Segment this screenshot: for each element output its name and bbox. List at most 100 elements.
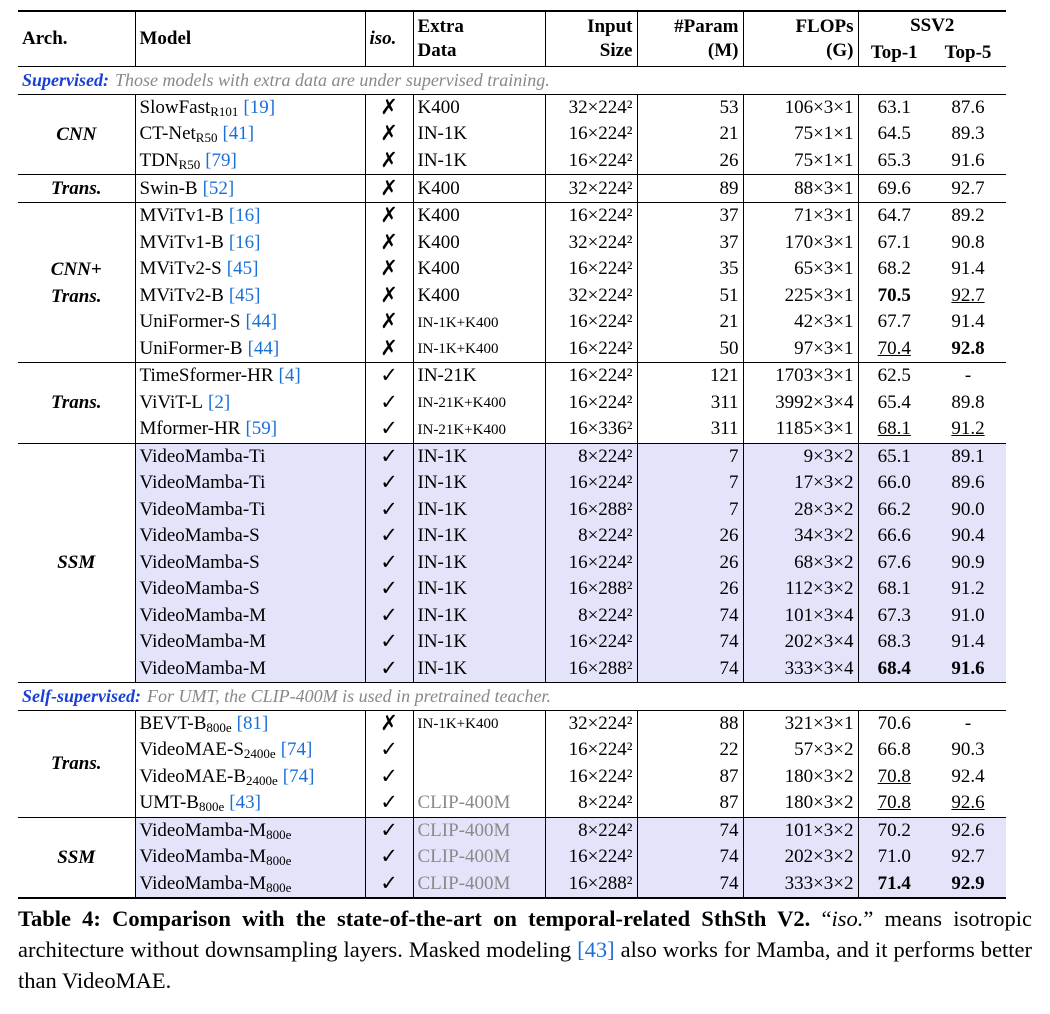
section-header: Self-supervised: For UMT, the CLIP-400M i… (18, 683, 1006, 711)
top5-cell: 89.8 (930, 390, 1006, 417)
top1-cell: 67.6 (857, 549, 930, 576)
params-header-line: (M) (707, 40, 739, 61)
input-cell: 16×224² (544, 629, 637, 656)
table-row: Mformer-HR [59] ✓ IN-21K+K400 16×336² 311 1185… (18, 416, 1006, 443)
group: SSM VideoMamba-Ti ✓ IN-1K 8×224² 7 9×3×2 65.1 89… (18, 443, 1007, 683)
top1-value: 68.4 (877, 657, 911, 679)
model-cell: VideoMAE-B2400e [74] (134, 763, 365, 790)
model-name: Swin-B (139, 177, 198, 199)
top1-value: 70.2 (877, 819, 911, 841)
params-cell: 74 (636, 655, 743, 683)
iso-cell: ✗ (364, 94, 413, 121)
top5-cell: 90.9 (930, 549, 1007, 576)
top5-value: 92.7 (951, 177, 985, 199)
iso-value: ✓ (380, 655, 398, 680)
input-header-line: Size (599, 40, 633, 61)
params-cell: 311 (636, 416, 743, 443)
top5-cell: 91.2 (930, 416, 1006, 443)
iso-value: ✗ (380, 147, 398, 172)
extra-value: CLIP-400M (417, 819, 511, 841)
table-row: UniFormer-B [44] ✗ IN-1K+K400 16×224² 50 97×3×… (18, 335, 1006, 363)
input-cell: 16×224² (544, 202, 637, 230)
flops-value: 321×3×1 (784, 712, 854, 734)
top5-cell: 92.7 (930, 844, 1007, 871)
arch-label: Trans. (50, 285, 102, 307)
input-cell: 32×224² (544, 710, 637, 737)
model-cell: VideoMamba-M800e (134, 844, 365, 871)
input-header: Input Size (544, 11, 637, 67)
top1-value: 67.1 (877, 231, 911, 253)
top5-value: 90.8 (951, 231, 985, 253)
flops-cell: 75×1×1 (742, 121, 858, 148)
input-value: 16×288² (568, 657, 633, 679)
top5-value: 89.1 (951, 445, 985, 467)
top5-value: 92.9 (951, 872, 985, 894)
params-cell: 35 (636, 256, 743, 283)
input-value: 16×288² (568, 872, 633, 894)
top1-value: 69.6 (877, 177, 911, 199)
model-subscript: 800e (206, 719, 232, 735)
params-value: 26 (719, 578, 739, 600)
top1-cell: 71.0 (857, 844, 930, 871)
params-value: 89 (719, 177, 739, 199)
extra-cell: CLIP-400M (412, 790, 545, 817)
extra-cell (412, 763, 545, 790)
flops-cell: 9×3×2 (742, 443, 858, 470)
table-row: VideoMamba-S ✓ IN-1K 16×224² 26 68×3×2 67.6 90.… (18, 549, 1007, 576)
input-cell: 32×224² (544, 282, 637, 309)
extra-value: IN-1K (417, 498, 468, 520)
top5-cell: 87.6 (930, 94, 1006, 121)
iso-cell: ✓ (364, 817, 413, 844)
extra-cell: IN-1K (412, 121, 545, 148)
input-value: 16×224² (568, 739, 633, 761)
top1-cell: 63.1 (857, 94, 930, 121)
input-value: 16×288² (568, 498, 633, 520)
extra-cell: IN-1K (412, 576, 545, 603)
flops-cell: 101×3×4 (742, 602, 858, 629)
flops-value: 106×3×1 (784, 96, 854, 118)
flops-value: 202×3×2 (784, 846, 854, 868)
params-cell: 88 (636, 710, 743, 737)
header-row: Arch. Model iso. Extra Data Input Size #Param (M… (18, 11, 1007, 67)
flops-value: 3992×3×4 (775, 391, 854, 413)
iso-value: ✓ (380, 443, 398, 468)
top5-value: 91.6 (951, 657, 985, 679)
table-row: VideoMamba-S ✓ IN-1K 8×224² 26 34×3×2 66.6 90.4 (18, 523, 1007, 550)
top1-value: 70.6 (877, 712, 911, 734)
iso-cell: ✗ (364, 335, 413, 363)
iso-value: ✓ (380, 844, 398, 869)
top5-cell: 92.7 (930, 283, 1006, 310)
model-cell: MViTv1-B [16] (134, 229, 365, 256)
model-cell: TDNR50 [79] (134, 147, 365, 175)
model-name: UniFormer-S (139, 311, 241, 333)
model-subscript: 800e (266, 826, 292, 842)
extra-cell: IN-1K (412, 147, 545, 175)
input-cell: 8×224² (544, 523, 637, 550)
model-cell: BEVT-B800e [81] (134, 710, 365, 737)
input-value: 16×224² (568, 551, 633, 573)
extra-cell: K400 (412, 256, 545, 283)
params-cell: 26 (636, 147, 743, 175)
extra-cell: CLIP-400M (412, 870, 545, 898)
iso-value: ✓ (380, 576, 398, 601)
model-cell: UniFormer-S [44] (134, 309, 365, 336)
flops-cell: 34×3×2 (742, 523, 858, 550)
citation: [16] (228, 205, 261, 227)
model-name: UniFormer-B (139, 337, 243, 359)
iso-cell: ✗ (364, 174, 413, 203)
table-row: ViViT-L [2] ✓ IN-21K+K400 16×224² 311 3992×3×4… (18, 389, 1006, 417)
flops-cell: 97×3×1 (742, 335, 858, 363)
input-value: 32×224² (568, 284, 633, 306)
extra-cell: K400 (412, 174, 545, 203)
arch-label: Trans. (50, 753, 102, 774)
model-cell: ViViT-L [2] (134, 389, 365, 416)
top1-cell: 70.8 (857, 790, 930, 817)
iso-cell: ✓ (364, 602, 413, 629)
params-value: 7 (729, 498, 739, 520)
table-row: CNN SlowFastR101 [19] ✗ K400 32×224² 53 106×3×1… (18, 94, 1007, 145)
table-row: UniFormer-S [44] ✗ IN-1K+K400 16×224² 21 42×3×… (18, 309, 1006, 336)
model-cell: MViTv2-S [45] (134, 256, 365, 283)
top1-value: 67.6 (877, 551, 911, 573)
flops-value: 112×3×2 (785, 578, 854, 600)
